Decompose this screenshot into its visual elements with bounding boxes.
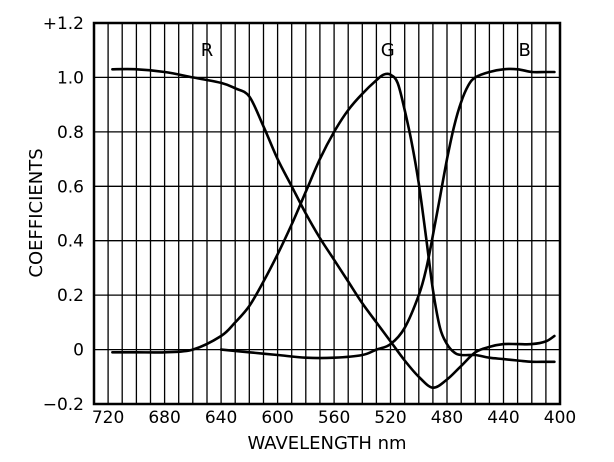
x-tick-label: 680 — [148, 408, 180, 428]
plot-frame — [92, 21, 562, 406]
x-tick-label: 400 — [544, 408, 576, 428]
x-tick-label: 560 — [318, 408, 350, 428]
x-tick-label: 640 — [205, 408, 237, 428]
y-tick-label: 0.6 — [57, 177, 84, 197]
series-line-g — [111, 72, 556, 364]
y-tick-label: 0.8 — [57, 123, 84, 143]
x-tick-label: 520 — [374, 408, 406, 428]
x-tick-label: 480 — [431, 408, 463, 428]
y-tick-label: 1.0 — [57, 68, 84, 88]
x-axis-title: WAVELENGTH nm — [247, 433, 406, 454]
series-line-r — [111, 67, 556, 389]
y-axis-title: COEFFICIENTS — [26, 148, 47, 277]
x-tick-label: 720 — [92, 408, 124, 428]
tick-labels: 720 680 640 600 560 520 480 440 400 +1.2 1.0 0.8 0.6… — [43, 14, 577, 428]
y-tick-label: 0.4 — [57, 232, 84, 252]
series-line-b — [219, 67, 556, 360]
curves — [111, 67, 556, 389]
series-label-r: R — [201, 40, 214, 61]
y-tick-label: −0.2 — [43, 395, 84, 415]
y-tick-label: 0 — [73, 341, 84, 361]
x-tick-label: 600 — [261, 408, 293, 428]
x-tick-label: 440 — [487, 408, 519, 428]
series-label-g: G — [381, 40, 395, 61]
series-label-b: B — [519, 40, 531, 61]
y-tick-label: +1.2 — [43, 14, 84, 34]
y-tick-label: 0.2 — [57, 286, 84, 306]
